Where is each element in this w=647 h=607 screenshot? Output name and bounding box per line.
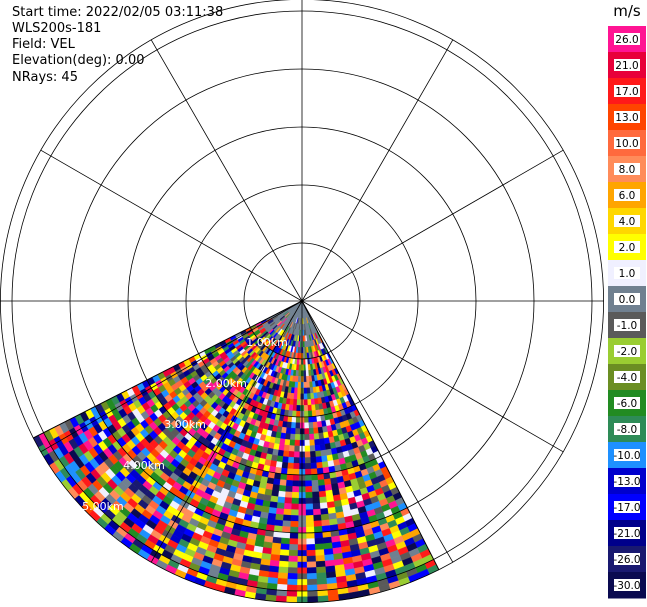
colorbar-tick-label: -2.0 — [617, 346, 638, 358]
colorbar-tick-label: -13.0 — [613, 476, 640, 488]
colorbar-tick-label: -17.0 — [613, 502, 640, 514]
colorbar-tick-label: 2.0 — [619, 242, 636, 254]
colorbar-tick-label: -4.0 — [617, 372, 638, 384]
colorbar-tick-label: 21.0 — [615, 60, 638, 72]
colorbar-tick-label: 17.0 — [615, 86, 638, 98]
colorbar-tick-label: 0.0 — [619, 294, 636, 306]
colorbar-tick-label: -26.0 — [613, 554, 640, 566]
colorbar-tick-label: 6.0 — [619, 190, 636, 202]
colorbar-tick-label: 10.0 — [615, 138, 638, 150]
colorbar-tick-label: 26.0 — [615, 34, 638, 46]
colorbar-tick-label: -8.0 — [617, 424, 638, 436]
colorbar-tick-label: -21.0 — [613, 528, 640, 540]
colorbar-tick-label: -10.0 — [613, 450, 640, 462]
elevation: Elevation(deg): 0.00 — [12, 53, 145, 68]
colorbar-tick-label: 8.0 — [619, 164, 636, 176]
colorbar-tick-label: -6.0 — [617, 398, 638, 410]
colorbar-tick-label: 13.0 — [615, 112, 638, 124]
colorbar-tick-label: -1.0 — [617, 320, 638, 332]
colorbar-tick-label: 4.0 — [619, 216, 636, 228]
colorbar-tick-label: -30.0 — [613, 580, 640, 592]
colorbar-tick-label: 1.0 — [619, 268, 636, 280]
start-time: Start time: 2022/02/05 03:11:38 — [12, 5, 224, 20]
n-rays: NRays: 45 — [12, 70, 78, 85]
colorbar-unit: m/s — [613, 2, 641, 20]
field-name: Field: VEL — [12, 37, 75, 52]
instrument-name: WLS200s-181 — [12, 21, 102, 36]
